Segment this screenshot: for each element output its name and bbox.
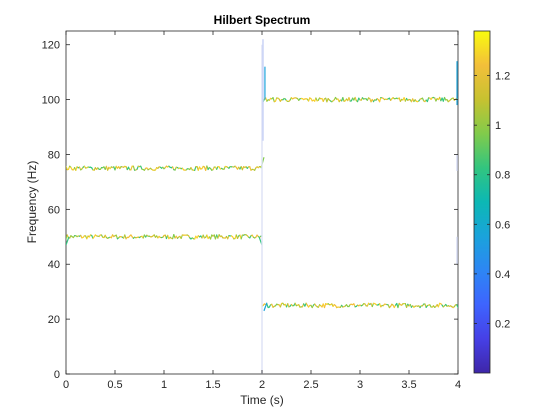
- y-axis-ticks: 0 20 40 60 80 100 120: [42, 40, 458, 381]
- y-tick-label: 80: [48, 149, 60, 161]
- series-25hz: [261, 302, 458, 312]
- series-75hz: [66, 157, 265, 171]
- x-tick-label: 3: [357, 379, 363, 391]
- colorbar-tick-label: 0.4: [495, 269, 510, 281]
- y-tick-label: 100: [42, 95, 60, 107]
- series-segment: [379, 96, 382, 103]
- series-50hz: [66, 234, 263, 246]
- x-axis-ticks: 0 0.5 1 1.5 2 2.5 3 3.5 4: [63, 31, 461, 391]
- series-segment: [194, 166, 197, 171]
- series-segment: [342, 96, 345, 102]
- colorbar: [473, 30, 491, 374]
- series-segment: [132, 165, 136, 171]
- x-tick-label: 4: [455, 379, 461, 391]
- series-layer: [66, 39, 458, 374]
- colorbar-tick-label: 1.2: [495, 71, 510, 83]
- series-segment: [279, 302, 283, 308]
- y-tick-label: 120: [42, 40, 60, 52]
- x-tick-label: 0.5: [107, 379, 122, 391]
- y-tick-label: 20: [48, 314, 60, 326]
- x-tick-label: 3.5: [401, 379, 416, 391]
- colorbar-tick-label: 1: [495, 120, 501, 132]
- y-tick-label: 60: [48, 204, 60, 216]
- series-segment: [323, 302, 327, 309]
- y-axis-label: Frequency (Hz): [25, 161, 39, 244]
- y-tick-label: 0: [54, 369, 60, 381]
- edge-transient: [263, 302, 268, 312]
- series-100hz: [261, 61, 458, 106]
- colorbar-tick-label: 0.8: [495, 170, 510, 182]
- series-segment: [397, 302, 400, 309]
- y-tick-label: 40: [48, 259, 60, 271]
- series-segment: [272, 97, 275, 103]
- chart-title: Hilbert Spectrum: [214, 13, 311, 27]
- series-segment: [348, 97, 351, 102]
- x-tick-label: 1.5: [205, 379, 220, 391]
- x-tick-label: 2.5: [303, 379, 318, 391]
- series-segment: [209, 234, 213, 240]
- series-segment: [180, 234, 183, 239]
- series-segment: [240, 234, 243, 240]
- x-axis-label: Time (s): [240, 393, 284, 407]
- x-tick-label: 0: [63, 379, 69, 391]
- colorbar-tick-label: 0.6: [495, 219, 510, 231]
- x-tick-label: 2: [259, 379, 265, 391]
- series-segment: [130, 165, 133, 171]
- x-tick-label: 1: [161, 379, 167, 391]
- series-segment: [456, 304, 458, 309]
- series-segment: [266, 303, 269, 309]
- edge-transient: [66, 236, 70, 246]
- series-segment: [437, 302, 441, 308]
- series-segment: [426, 97, 430, 103]
- colorbar-ticks: 0.2 0.4 0.6 0.8 1 1.2: [474, 71, 510, 330]
- colorbar-tick-label: 0.2: [495, 318, 510, 330]
